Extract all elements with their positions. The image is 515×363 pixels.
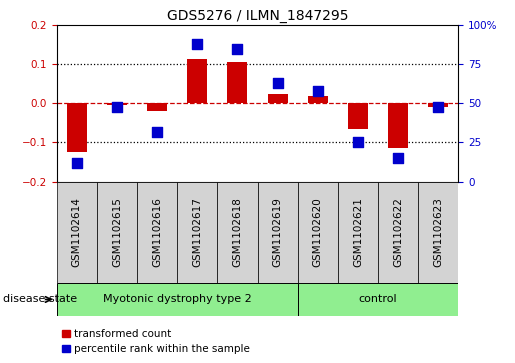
Point <box>314 88 322 94</box>
Text: GSM1102623: GSM1102623 <box>433 197 443 267</box>
Bar <box>147 103 167 111</box>
Bar <box>298 283 458 316</box>
Bar <box>228 62 248 103</box>
Legend: transformed count, percentile rank within the sample: transformed count, percentile rank withi… <box>62 329 250 354</box>
Bar <box>57 283 298 316</box>
Bar <box>388 103 408 148</box>
Text: GSM1102619: GSM1102619 <box>272 197 283 267</box>
Bar <box>57 182 97 283</box>
Point <box>394 155 402 161</box>
Point <box>193 41 201 47</box>
Title: GDS5276 / ILMN_1847295: GDS5276 / ILMN_1847295 <box>167 9 348 23</box>
Bar <box>298 182 338 283</box>
Bar <box>268 94 287 103</box>
Bar <box>428 103 448 107</box>
Bar <box>258 182 298 283</box>
Text: GSM1102618: GSM1102618 <box>232 197 243 267</box>
Bar <box>378 182 418 283</box>
Point <box>434 104 442 110</box>
Text: control: control <box>359 294 398 305</box>
Point <box>354 139 362 145</box>
Point <box>73 160 81 166</box>
Bar <box>66 103 87 152</box>
Bar <box>418 182 458 283</box>
Text: GSM1102616: GSM1102616 <box>152 197 162 267</box>
Text: GSM1102615: GSM1102615 <box>112 197 122 267</box>
Bar <box>177 182 217 283</box>
Point <box>113 104 121 110</box>
Text: Myotonic dystrophy type 2: Myotonic dystrophy type 2 <box>103 294 251 305</box>
Text: GSM1102620: GSM1102620 <box>313 197 323 267</box>
Text: GSM1102614: GSM1102614 <box>72 197 82 267</box>
Point <box>153 129 161 134</box>
Bar <box>217 182 258 283</box>
Bar <box>338 182 378 283</box>
Bar <box>137 182 177 283</box>
Text: GSM1102622: GSM1102622 <box>393 197 403 267</box>
Text: GSM1102621: GSM1102621 <box>353 197 363 267</box>
Bar <box>308 95 328 103</box>
Bar <box>187 58 208 103</box>
Text: GSM1102617: GSM1102617 <box>192 197 202 267</box>
Bar <box>107 103 127 105</box>
Point <box>273 80 282 86</box>
Bar <box>348 103 368 129</box>
Point <box>233 46 242 52</box>
Bar <box>97 182 137 283</box>
Text: disease state: disease state <box>3 294 77 305</box>
